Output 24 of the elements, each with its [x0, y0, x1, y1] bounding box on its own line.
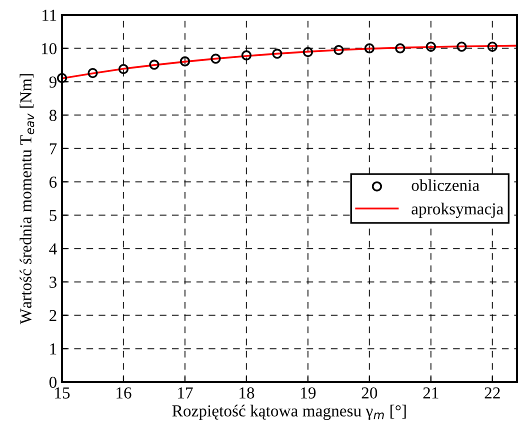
y-tick-label: 1	[50, 343, 56, 354]
y-tick-label: 2	[50, 310, 56, 322]
x-tick-label: 17	[178, 387, 193, 398]
y-tick-label: 8	[49, 110, 57, 122]
x-tick-label: 16	[116, 387, 132, 399]
x-tick-label: 22	[484, 387, 500, 398]
y-tick-label: 10	[42, 43, 57, 54]
y-tick-label: 4	[49, 243, 57, 254]
x-tick-label: 21	[423, 387, 438, 398]
y-tick-label: 11	[42, 10, 56, 21]
legend-label: obliczenia	[412, 179, 480, 191]
y-tick-label: 9	[49, 76, 56, 88]
y-tick-label: 3	[50, 276, 56, 288]
x-tick-label: 19	[301, 387, 316, 399]
legend-label: aproksymacja	[412, 202, 504, 218]
x-axis-title: Rozpiętość kątowa magnesu γ$_{m}$ [°]	[172, 404, 406, 420]
x-tick-label: 20	[362, 387, 378, 399]
y-axis-title: Wartość średnia momentu T$_{eav}$ [Nm]	[20, 74, 34, 324]
y-tick-label: 5	[50, 210, 56, 222]
y-tick-label: 0	[49, 376, 57, 388]
y-tick-label: 6	[50, 176, 57, 188]
y-tick-label: 7	[50, 143, 57, 154]
x-tick-label: 15	[55, 387, 70, 399]
x-tick-label: 18	[240, 387, 254, 399]
